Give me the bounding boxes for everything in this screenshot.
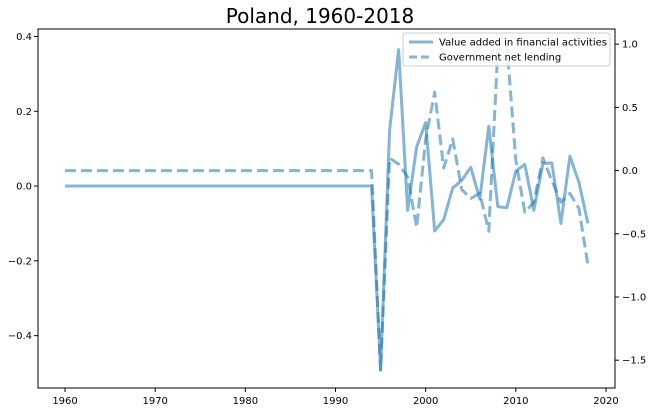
y-left-tick-label: 0.4 xyxy=(16,32,32,43)
y-right-tick-label: −1.5 xyxy=(622,356,646,367)
y-left-tick-label: 0.0 xyxy=(16,182,32,193)
x-tick-label: 2020 xyxy=(593,396,618,407)
legend: Value added in financial activities Gover… xyxy=(402,32,611,67)
series-line-1 xyxy=(65,48,590,371)
y-left-tick-label: 0.2 xyxy=(16,107,32,118)
series-layer xyxy=(65,42,590,372)
y-axis-right: 1.0 0.5 0.0 −0.5 −1.0 −1.5 xyxy=(615,40,646,367)
y-right-tick-label: 0.0 xyxy=(622,166,638,177)
y-right-tick-label: −1.0 xyxy=(622,292,646,303)
x-tick-label: 1990 xyxy=(323,396,348,407)
y-left-tick-label: −0.2 xyxy=(8,256,32,267)
x-axis: 1960 1970 1980 1990 2000 2010 2020 xyxy=(52,388,619,407)
y-right-tick-label: 1.0 xyxy=(622,40,638,51)
chart-title: Poland, 1960-2018 xyxy=(226,4,415,28)
x-tick-label: 1970 xyxy=(142,396,167,407)
plot-area-frame xyxy=(37,28,616,389)
x-tick-label: 1960 xyxy=(52,396,77,407)
x-tick-label: 2010 xyxy=(503,396,528,407)
series-line-2 xyxy=(65,42,590,372)
y-axis-left: 0.4 0.2 0.0 −0.2 −0.4 xyxy=(8,32,38,342)
y-left-tick-label: −0.4 xyxy=(8,331,32,342)
legend-label-1: Value added in financial activities xyxy=(439,38,607,49)
legend-label-2: Government net lending xyxy=(439,53,561,64)
y-right-tick-label: −0.5 xyxy=(622,229,646,240)
legend-box xyxy=(402,32,611,67)
y-right-tick-label: 0.5 xyxy=(622,103,638,114)
x-tick-label: 1980 xyxy=(233,396,258,407)
x-tick-label: 2000 xyxy=(413,396,438,407)
